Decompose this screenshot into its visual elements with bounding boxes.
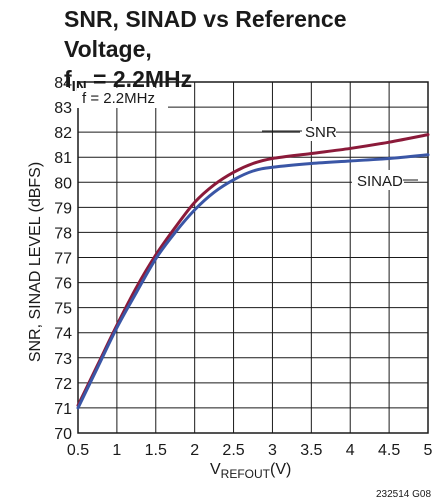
title-f: f [64, 66, 72, 92]
x-tick-labels: 0.5 1 1.5 2 2.5 3 3.5 4 4.5 5 [67, 442, 433, 459]
series-line-snr [76, 133, 430, 407]
y-tick-label-71: 71 [54, 401, 72, 418]
x-tick-label-4.5: 4.5 [378, 442, 400, 459]
x-axis-label-v: V [210, 461, 221, 478]
y-tick-label-84: 84 [54, 75, 72, 92]
chart-title-line2: fIN = 2.2MHz [64, 64, 438, 94]
y-tick-label-70: 70 [54, 426, 72, 443]
x-tick-label-4: 4 [346, 442, 355, 459]
y-tick-label-74: 74 [54, 326, 72, 343]
y-tick-label-76: 76 [54, 276, 72, 293]
x-tick-label-0.5: 0.5 [67, 442, 89, 459]
x-tick-label-5: 5 [424, 442, 433, 459]
y-tick-label-73: 73 [54, 351, 72, 368]
legend-snr-label: SNR [305, 124, 337, 141]
y-tick-label-83: 83 [54, 100, 72, 117]
x-tick-label-2: 2 [190, 442, 199, 459]
y-tick-label-79: 79 [54, 200, 72, 217]
y-tick-label-75: 75 [54, 301, 72, 318]
x-tick-label-3: 3 [268, 442, 277, 459]
series-line-sinad [76, 153, 430, 410]
y-axis-label: SNR, SINAD LEVEL (dBFS) [27, 162, 44, 362]
x-tick-label-2.5: 2.5 [222, 442, 244, 459]
y-tick-label-78: 78 [54, 225, 72, 242]
chart-title-line1: SNR, SINAD vs Reference Voltage, [64, 6, 347, 62]
sinad-label-background [352, 170, 404, 190]
y-tick-label-77: 77 [54, 251, 72, 268]
y-tick-label-81: 81 [54, 150, 72, 167]
snr-label-background [300, 121, 336, 141]
grid [77, 81, 429, 434]
x-axis-label-unit: (V) [270, 461, 291, 478]
figure-code: 232514 G08 [376, 489, 431, 500]
x-tick-label-1: 1 [112, 442, 121, 459]
y-tick-label-82: 82 [54, 125, 72, 142]
legend-sinad-label: SINAD [357, 173, 403, 190]
x-axis-label-subscript: REFOUT [221, 467, 271, 481]
chart-title: SNR, SINAD vs Reference Voltage, fIN = 2… [64, 4, 438, 94]
plot-frame [77, 81, 429, 434]
x-axis-label: VREFOUT(V) [210, 461, 291, 481]
x-tick-label-3.5: 3.5 [300, 442, 322, 459]
series-lines [76, 133, 430, 410]
x-tick-label-1.5: 1.5 [145, 442, 167, 459]
title-f-value: = 2.2MHz [86, 66, 193, 92]
annotation-frequency: f = 2.2MHz [82, 90, 155, 107]
annotation-background [77, 88, 168, 108]
y-tick-label-80: 80 [54, 175, 72, 192]
y-tick-label-72: 72 [54, 376, 72, 393]
y-tick-labels: 70 71 72 73 74 75 76 77 78 79 80 81 82 83 84 [54, 75, 72, 443]
